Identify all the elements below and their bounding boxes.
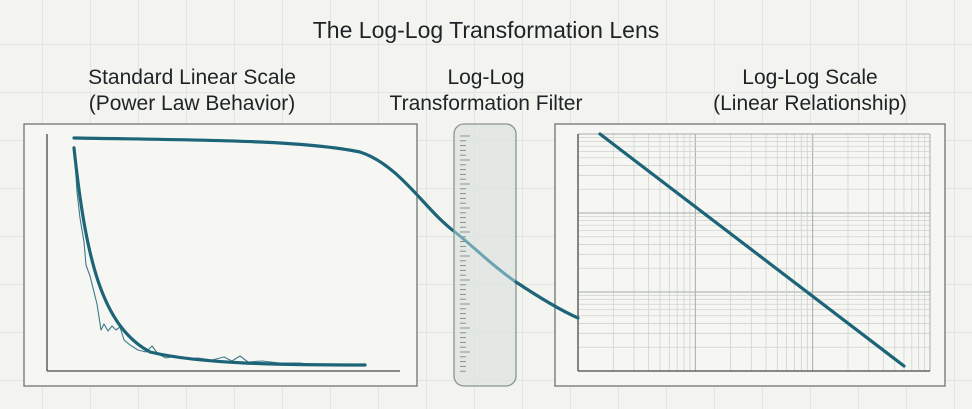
linear-scale-panel: [23, 123, 418, 387]
filter-heading-line2: Transformation Filter: [389, 92, 583, 115]
log-log-heading-line1: Log-Log Scale: [742, 66, 878, 89]
transformation-lens: [453, 123, 517, 387]
filter-heading: Log-Log Transformation Filter: [366, 65, 606, 117]
noisy-data-trace: [73, 145, 361, 366]
log-log-heading-line2: (Linear Relationship): [713, 92, 907, 115]
linear-scale-heading-line1: Standard Linear Scale: [88, 66, 296, 89]
transform-flow-curve-through-lens: [453, 230, 518, 284]
power-law-curve: [72, 146, 367, 367]
transform-flow-curve-after: [514, 280, 580, 320]
linear-scale-heading: Standard Linear Scale (Power Law Behavio…: [32, 65, 352, 117]
transform-flow-curve-before: [72, 136, 457, 234]
diagram-title: The Log-Log Transformation Lens: [312, 17, 660, 43]
log-log-panel: [554, 123, 946, 387]
lens-scale-ticks: [460, 135, 470, 372]
log-log-line: [598, 132, 906, 368]
log-log-heading: Log-Log Scale (Linear Relationship): [660, 65, 960, 117]
log-grid: [577, 133, 931, 372]
linear-scale-heading-line2: (Power Law Behavior): [88, 92, 296, 115]
filter-heading-line1: Log-Log: [447, 66, 525, 89]
